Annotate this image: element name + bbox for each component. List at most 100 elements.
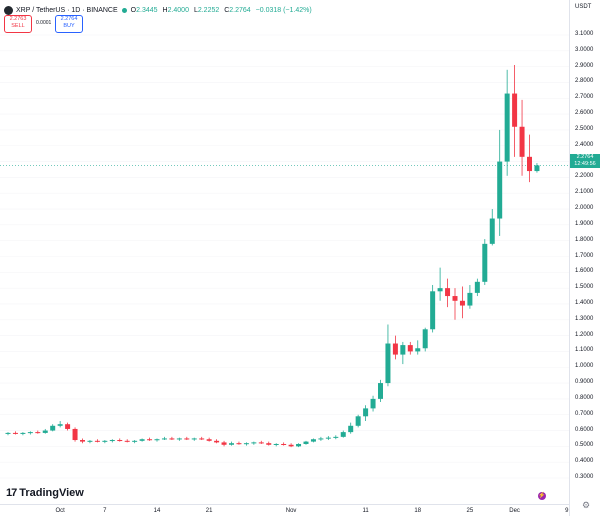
price-axis-label: 1.3000 xyxy=(575,315,594,322)
time-axis-label: 18 xyxy=(414,508,422,514)
price-axis-label: 0.8000 xyxy=(575,394,594,401)
candle xyxy=(221,440,227,447)
time-axis-label: 25 xyxy=(466,508,474,514)
candle-body xyxy=(422,329,428,349)
candle xyxy=(236,441,242,445)
candle-body xyxy=(288,444,294,447)
candle-body xyxy=(176,438,182,440)
gear-icon[interactable]: ⚙ xyxy=(582,500,591,510)
candle-body xyxy=(169,438,175,440)
candle xyxy=(273,443,279,447)
candle xyxy=(407,341,413,355)
ohlc-change-value: −0.0318 (−1.42%) xyxy=(255,6,312,14)
candle xyxy=(303,440,309,445)
candle-body xyxy=(437,288,443,292)
candle-body xyxy=(132,440,138,442)
candle xyxy=(214,439,220,444)
candle xyxy=(534,163,540,173)
price-axis-label: 0.4000 xyxy=(575,458,594,465)
price-axis-label: 3.0000 xyxy=(575,46,594,53)
price-axis-label: 2.9000 xyxy=(575,62,594,69)
candle-body xyxy=(497,161,503,219)
candle xyxy=(20,432,26,436)
time-axis[interactable]: Oct 7 14 21 Nov 11 18 25 Dec 9 xyxy=(0,504,569,517)
price-axis-label: 1.7000 xyxy=(575,252,594,259)
candle-body xyxy=(191,438,197,440)
price-axis[interactable]: USDT 3.1000 3.0000 2.9000 2.8000 2.7000 2.600… xyxy=(569,0,600,516)
candle-body xyxy=(303,441,309,444)
candle-body xyxy=(348,425,354,433)
candle-body xyxy=(378,383,383,399)
symbol-title[interactable]: XRP / TetherUS · 1D · BINANCE xyxy=(16,6,118,14)
candle xyxy=(452,288,458,320)
candle xyxy=(161,436,167,441)
price-axis-label: 0.3000 xyxy=(575,474,594,480)
candle xyxy=(355,414,361,428)
candle-body xyxy=(243,443,249,445)
candle xyxy=(296,443,302,448)
candle xyxy=(333,435,339,440)
tradingview-mark-icon: 17 xyxy=(6,487,17,499)
candle-body xyxy=(318,438,324,440)
candle-body xyxy=(489,218,495,244)
candle xyxy=(527,134,532,183)
candle-body xyxy=(415,348,421,352)
price-axis-label: 0.9000 xyxy=(575,379,594,386)
candle-body xyxy=(65,424,71,429)
buy-label: BUY xyxy=(63,23,75,29)
candles xyxy=(5,65,540,448)
price-axis-label: 2.1000 xyxy=(575,189,594,196)
candle-body xyxy=(42,430,48,433)
candle xyxy=(258,440,264,444)
candle xyxy=(176,437,182,441)
market-open-dot-icon xyxy=(121,7,127,13)
current-price-value: 2.2764 xyxy=(576,154,594,160)
candle-body xyxy=(5,432,11,434)
candle-body xyxy=(72,428,78,441)
symbol-header[interactable]: XRP / TetherUS · 1D · BINANCE O2.3445 H2… xyxy=(4,4,315,16)
candle-body xyxy=(392,343,398,355)
candle xyxy=(266,441,272,446)
candle xyxy=(206,437,212,442)
candle xyxy=(27,431,33,435)
candle-body xyxy=(35,432,41,434)
candlestick-chart[interactable] xyxy=(0,0,569,504)
ohlc-high-label: H xyxy=(162,6,168,14)
candle xyxy=(459,286,465,319)
candle xyxy=(35,430,41,434)
spread-value: 0.0001 xyxy=(36,20,52,26)
candle-body xyxy=(333,436,339,438)
candle xyxy=(430,284,436,333)
ohlc-low-value: 2.2252 xyxy=(197,6,220,14)
currency-label[interactable]: USDT xyxy=(575,4,592,10)
candle-body xyxy=(221,442,227,445)
candle-body xyxy=(355,416,361,426)
price-axis-label: 2.7000 xyxy=(575,94,594,101)
candle xyxy=(117,438,123,442)
ohlc-high-value: 2.4000 xyxy=(167,6,189,14)
lightning-icon[interactable]: ⚡ xyxy=(538,492,546,500)
candle xyxy=(132,440,138,444)
candle xyxy=(489,209,495,246)
tradingview-logo[interactable]: 17 TradingView xyxy=(6,487,84,499)
candle xyxy=(437,267,443,301)
candle-body xyxy=(139,439,145,441)
candle-body xyxy=(296,443,302,447)
candle-body xyxy=(12,432,18,434)
price-axis-label: 0.5000 xyxy=(575,442,594,449)
candle xyxy=(65,422,71,431)
sell-button[interactable]: 2.2763 SELL xyxy=(4,15,32,33)
price-axis-label: 2.8000 xyxy=(575,78,594,85)
candle xyxy=(229,441,234,446)
candle xyxy=(191,437,197,441)
candle-body xyxy=(57,424,63,426)
candle-body xyxy=(512,93,518,127)
candle xyxy=(154,438,160,442)
chart-grid xyxy=(0,34,569,479)
time-axis-label: 14 xyxy=(153,508,161,514)
time-axis-label: 7 xyxy=(103,508,107,514)
candle xyxy=(363,405,369,422)
price-axis-label: 1.6000 xyxy=(575,268,594,275)
buy-button[interactable]: 2.2764 BUY xyxy=(55,15,83,33)
candle-body xyxy=(199,438,205,440)
